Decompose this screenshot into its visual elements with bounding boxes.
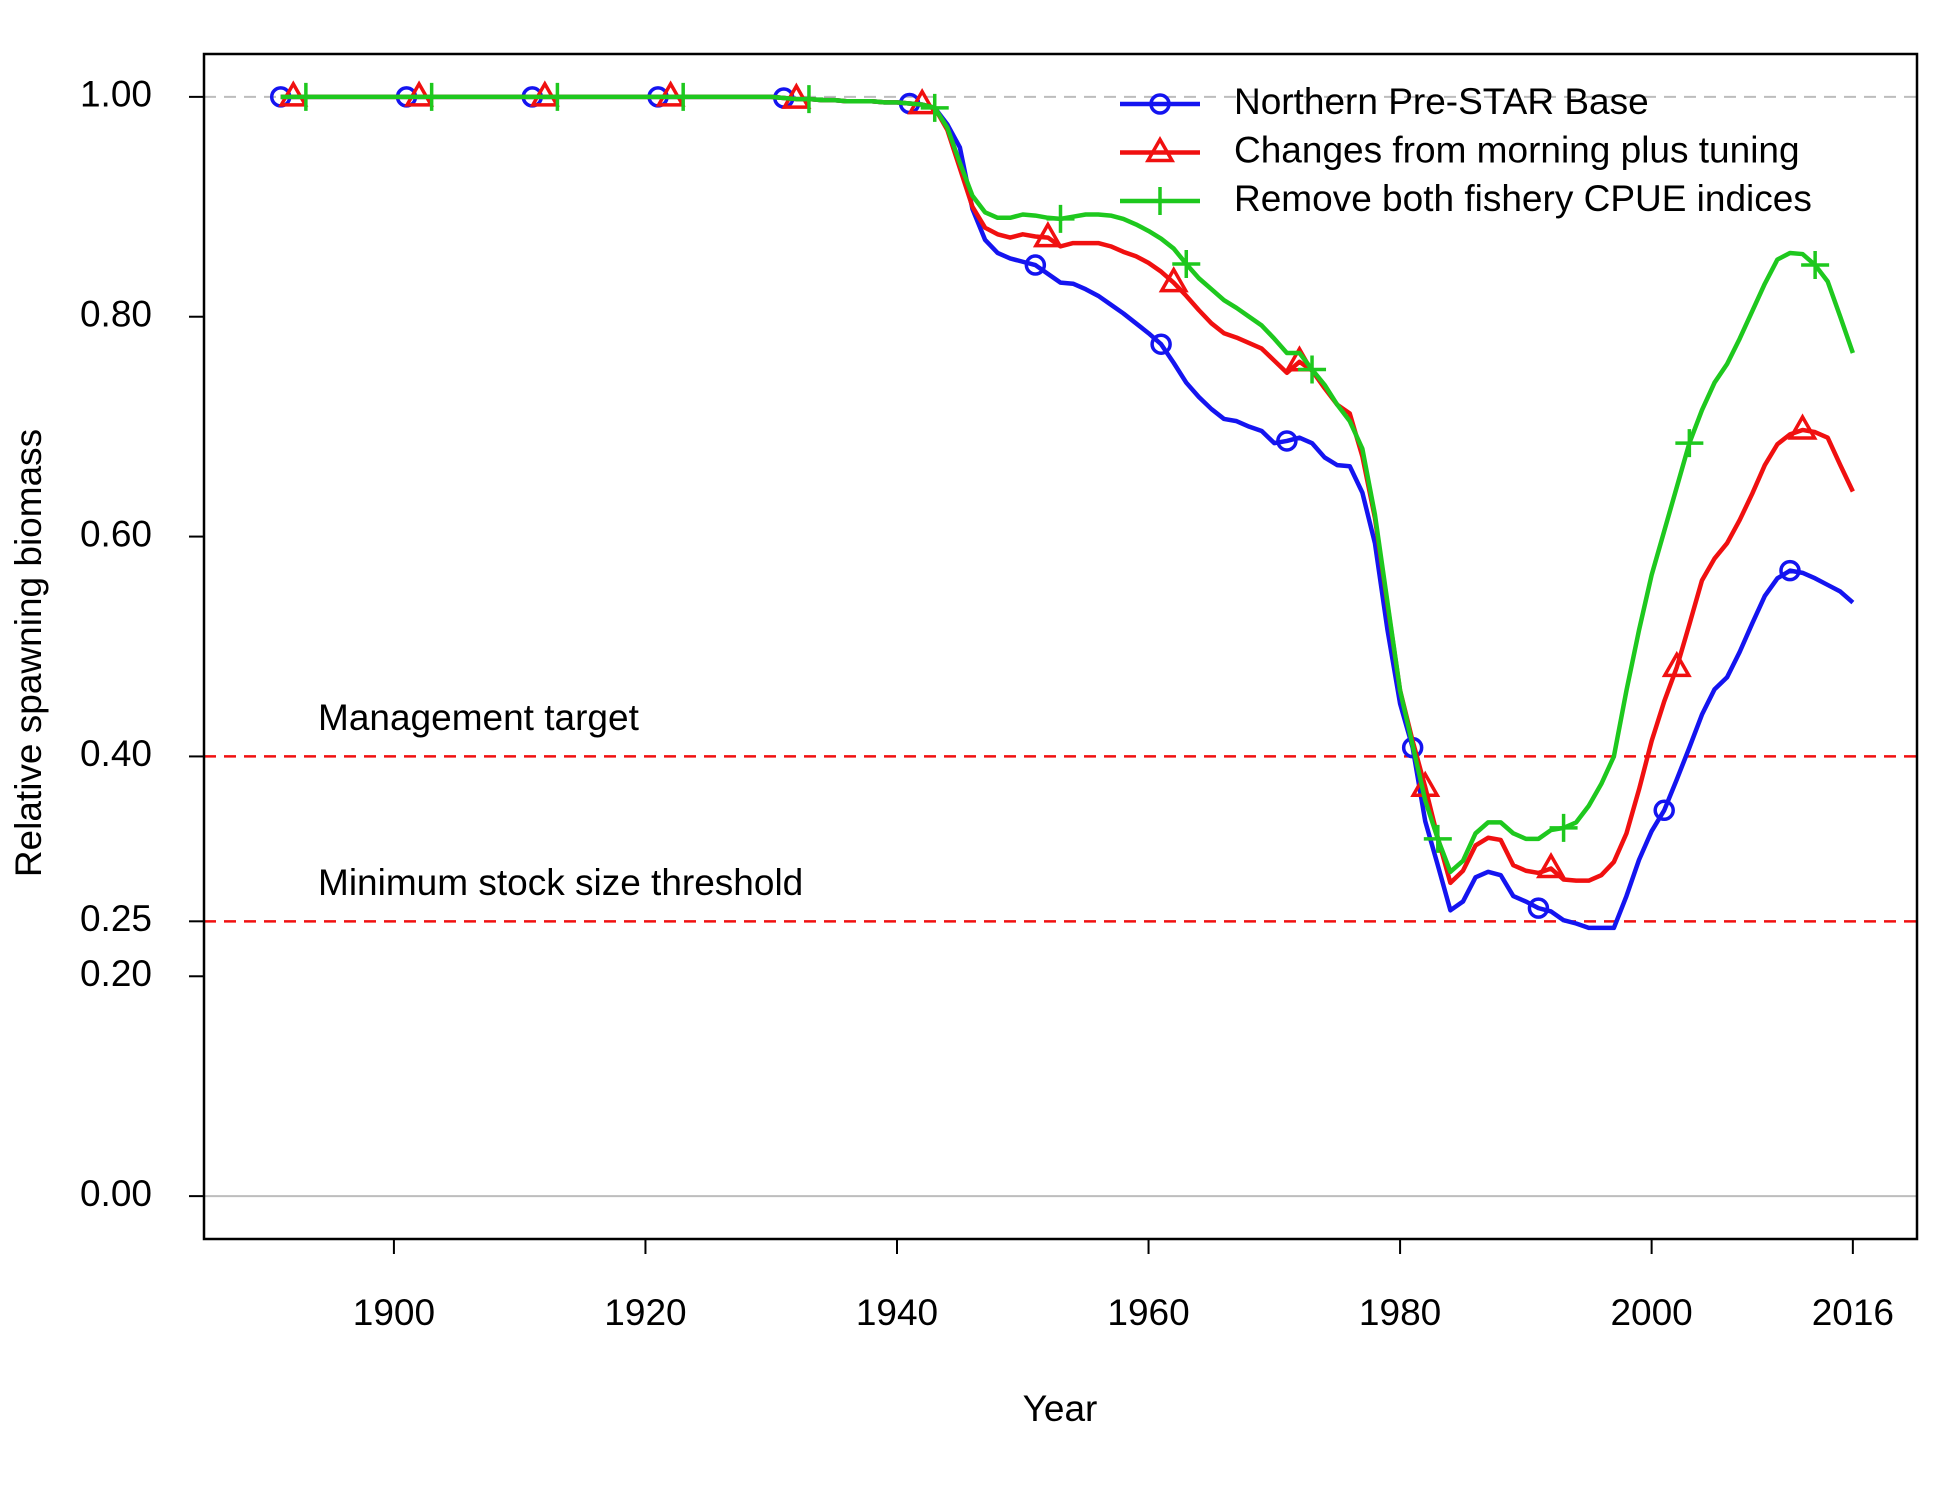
x-axis-title: Year bbox=[1023, 1388, 1098, 1429]
y-tick-label: 0.80 bbox=[80, 294, 152, 335]
marker bbox=[1046, 204, 1075, 233]
x-tick-label: 1900 bbox=[353, 1292, 435, 1333]
marker bbox=[655, 80, 686, 107]
marker bbox=[1144, 135, 1176, 163]
marker bbox=[417, 82, 446, 111]
marker bbox=[1276, 430, 1298, 452]
marker bbox=[291, 82, 320, 111]
marker bbox=[1032, 221, 1063, 248]
marker bbox=[1150, 333, 1172, 355]
marker bbox=[669, 82, 698, 111]
y-tick-label: 0.20 bbox=[80, 953, 152, 994]
x-tick-label: 2000 bbox=[1610, 1292, 1692, 1333]
marker bbox=[1423, 824, 1452, 853]
marker bbox=[1653, 799, 1675, 822]
y-tick-label: 1.00 bbox=[80, 74, 152, 115]
reference-label: Minimum stock size threshold bbox=[318, 862, 803, 903]
legend-label: Remove both fishery CPUE indices bbox=[1234, 178, 1812, 219]
y-tick-label: 0.40 bbox=[80, 733, 152, 774]
marker bbox=[794, 85, 823, 114]
marker bbox=[1661, 650, 1692, 678]
marker bbox=[278, 80, 309, 107]
plot-frame bbox=[202, 52, 1919, 1241]
marker bbox=[1801, 251, 1830, 280]
marker bbox=[1549, 813, 1578, 842]
marker bbox=[1172, 249, 1201, 278]
marker bbox=[529, 80, 560, 107]
marker bbox=[920, 93, 949, 122]
y-tick-label: 0.25 bbox=[80, 898, 152, 939]
marker bbox=[1675, 429, 1704, 458]
reference-label: Management target bbox=[318, 697, 640, 738]
x-tick-label: 1920 bbox=[604, 1292, 686, 1333]
x-tick-label: 1960 bbox=[1107, 1292, 1189, 1333]
marker bbox=[1787, 413, 1818, 440]
x-tick-label: 1940 bbox=[856, 1292, 938, 1333]
marker bbox=[1779, 559, 1801, 582]
marker bbox=[543, 82, 572, 111]
x-tick-label: 1980 bbox=[1359, 1292, 1441, 1333]
y-tick-label: 0.00 bbox=[80, 1173, 152, 1214]
marker bbox=[1024, 254, 1047, 276]
marker bbox=[404, 80, 435, 107]
marker bbox=[1535, 852, 1567, 879]
marker bbox=[1527, 897, 1550, 919]
marker bbox=[1146, 187, 1174, 215]
marker bbox=[1298, 355, 1327, 384]
marker bbox=[1158, 266, 1189, 293]
marker bbox=[1149, 93, 1171, 115]
y-axis-title: Relative spawning biomass bbox=[8, 429, 49, 877]
legend-label: Changes from morning plus tuning bbox=[1234, 129, 1800, 170]
legend-label: Northern Pre-STAR Base bbox=[1234, 81, 1649, 122]
y-tick-label: 0.60 bbox=[80, 513, 152, 554]
series-line bbox=[280, 94, 1855, 931]
x-tick-label: 2016 bbox=[1812, 1292, 1894, 1333]
